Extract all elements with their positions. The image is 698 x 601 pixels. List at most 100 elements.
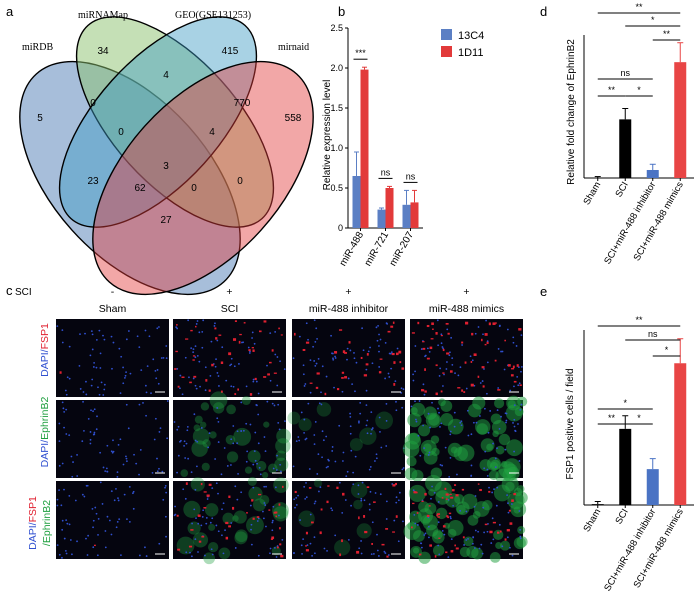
fsp1-cell: [280, 554, 284, 558]
dapi-nucleus: [322, 439, 325, 442]
fsp1-cell: [366, 353, 369, 356]
sci-indicator: +: [226, 286, 232, 298]
venn-count: 0: [90, 98, 96, 109]
dapi-nucleus: [225, 379, 228, 382]
dapi-nucleus: [139, 449, 142, 451]
dapi-nucleus: [331, 450, 334, 452]
dapi-nucleus: [333, 386, 335, 389]
fsp1-cell: [234, 320, 237, 322]
dapi-nucleus: [63, 410, 66, 413]
fsp1-cell: [195, 325, 197, 328]
ephrinb2-signal: [472, 396, 486, 410]
dapi-nucleus: [479, 382, 482, 384]
dapi-nucleus: [313, 360, 316, 362]
dapi-nucleus: [81, 440, 84, 443]
dapi-nucleus: [158, 326, 160, 328]
dapi-nucleus: [441, 346, 444, 348]
svg-text:DAPI/FSP1: DAPI/FSP1: [27, 496, 39, 550]
dapi-nucleus: [331, 509, 334, 512]
dapi-nucleus: [192, 351, 195, 354]
ephrinb2-signal: [428, 414, 440, 426]
dapi-nucleus: [501, 350, 504, 353]
dapi-nucleus: [266, 364, 268, 367]
dapi-nucleus: [295, 496, 298, 499]
fsp1-cell: [508, 509, 511, 512]
chart-e-bar: [619, 428, 632, 505]
dapi-nucleus: [209, 374, 212, 377]
ephrinb2-signal: [209, 391, 228, 410]
dapi-nucleus: [441, 529, 444, 532]
fsp1-cell: [220, 361, 224, 364]
dapi-nucleus: [85, 393, 88, 396]
ephrinb2-signal: [316, 402, 332, 417]
dapi-nucleus: [318, 490, 320, 493]
dapi-nucleus: [127, 427, 130, 430]
dapi-nucleus: [156, 457, 158, 460]
chart-d-bar: [674, 62, 687, 178]
ephrinb2-signal: [187, 521, 201, 535]
chart-e-sig-label: ns: [648, 329, 658, 339]
svg-text:DAPI/FSP1: DAPI/FSP1: [39, 323, 51, 377]
dapi-nucleus: [200, 427, 203, 429]
fsp1-cell: [465, 321, 469, 325]
dapi-nucleus: [327, 458, 330, 461]
ephrinb2-signal: [435, 507, 448, 520]
fsp1-cell: [319, 531, 322, 535]
sci-indicator: +: [345, 286, 351, 298]
dapi-nucleus: [56, 498, 59, 501]
ephrinb2-signal: [193, 424, 201, 432]
chart-d-sig-label: **: [608, 85, 616, 95]
dapi-nucleus: [146, 365, 149, 368]
fsp1-cell: [450, 550, 454, 553]
dapi-nucleus: [119, 392, 122, 395]
sci-indicator: +: [463, 286, 469, 298]
fsp1-cell: [271, 536, 275, 539]
dapi-nucleus: [477, 530, 480, 533]
dapi-nucleus: [236, 498, 239, 501]
dapi-nucleus: [61, 528, 64, 531]
ephrinb2-signal: [191, 440, 208, 457]
dapi-nucleus: [410, 405, 413, 408]
dapi-nucleus: [106, 470, 109, 473]
dapi-nucleus: [457, 374, 460, 377]
dapi-nucleus: [254, 459, 257, 462]
fsp1-cell: [225, 536, 229, 540]
dapi-nucleus: [97, 386, 99, 389]
dapi-nucleus: [506, 328, 509, 331]
fsp1-cell: [391, 353, 395, 356]
dapi-nucleus: [240, 430, 243, 432]
fsp1-cell: [225, 521, 229, 525]
fsp1-cell: [185, 338, 189, 340]
dapi-nucleus: [306, 544, 309, 547]
dapi-nucleus: [271, 519, 274, 522]
dapi-label: DAPI/: [27, 522, 39, 550]
dapi-nucleus: [66, 376, 69, 379]
dapi-nucleus: [183, 440, 186, 443]
tile-background: [173, 400, 286, 478]
micrograph-tile: [403, 474, 528, 564]
dapi-nucleus: [281, 539, 284, 541]
chart-e-xtick-label: SCI: [613, 507, 630, 526]
dapi-nucleus: [440, 342, 443, 345]
fsp1-cell: [348, 341, 351, 344]
dapi-nucleus: [297, 436, 300, 438]
dapi-nucleus: [173, 421, 176, 423]
dapi-nucleus: [196, 465, 198, 468]
dapi-nucleus: [101, 503, 104, 505]
micrograph-tile: [56, 481, 169, 559]
dapi-nucleus: [429, 426, 431, 429]
dapi-nucleus: [496, 447, 498, 450]
dapi-nucleus: [201, 346, 204, 349]
dapi-nucleus: [216, 417, 219, 420]
fsp1-cell: [181, 376, 185, 378]
ephrinb2-signal: [203, 552, 216, 565]
dapi-nucleus: [61, 519, 64, 522]
dapi-nucleus: [108, 519, 111, 522]
dapi-nucleus: [217, 375, 220, 377]
dapi-nucleus: [360, 497, 363, 500]
fsp1-cell: [444, 487, 447, 490]
dapi-nucleus: [309, 542, 312, 545]
ephrinb2-signal: [252, 498, 266, 512]
dapi-nucleus: [325, 466, 328, 469]
ephrinb2-signal: [356, 523, 372, 539]
